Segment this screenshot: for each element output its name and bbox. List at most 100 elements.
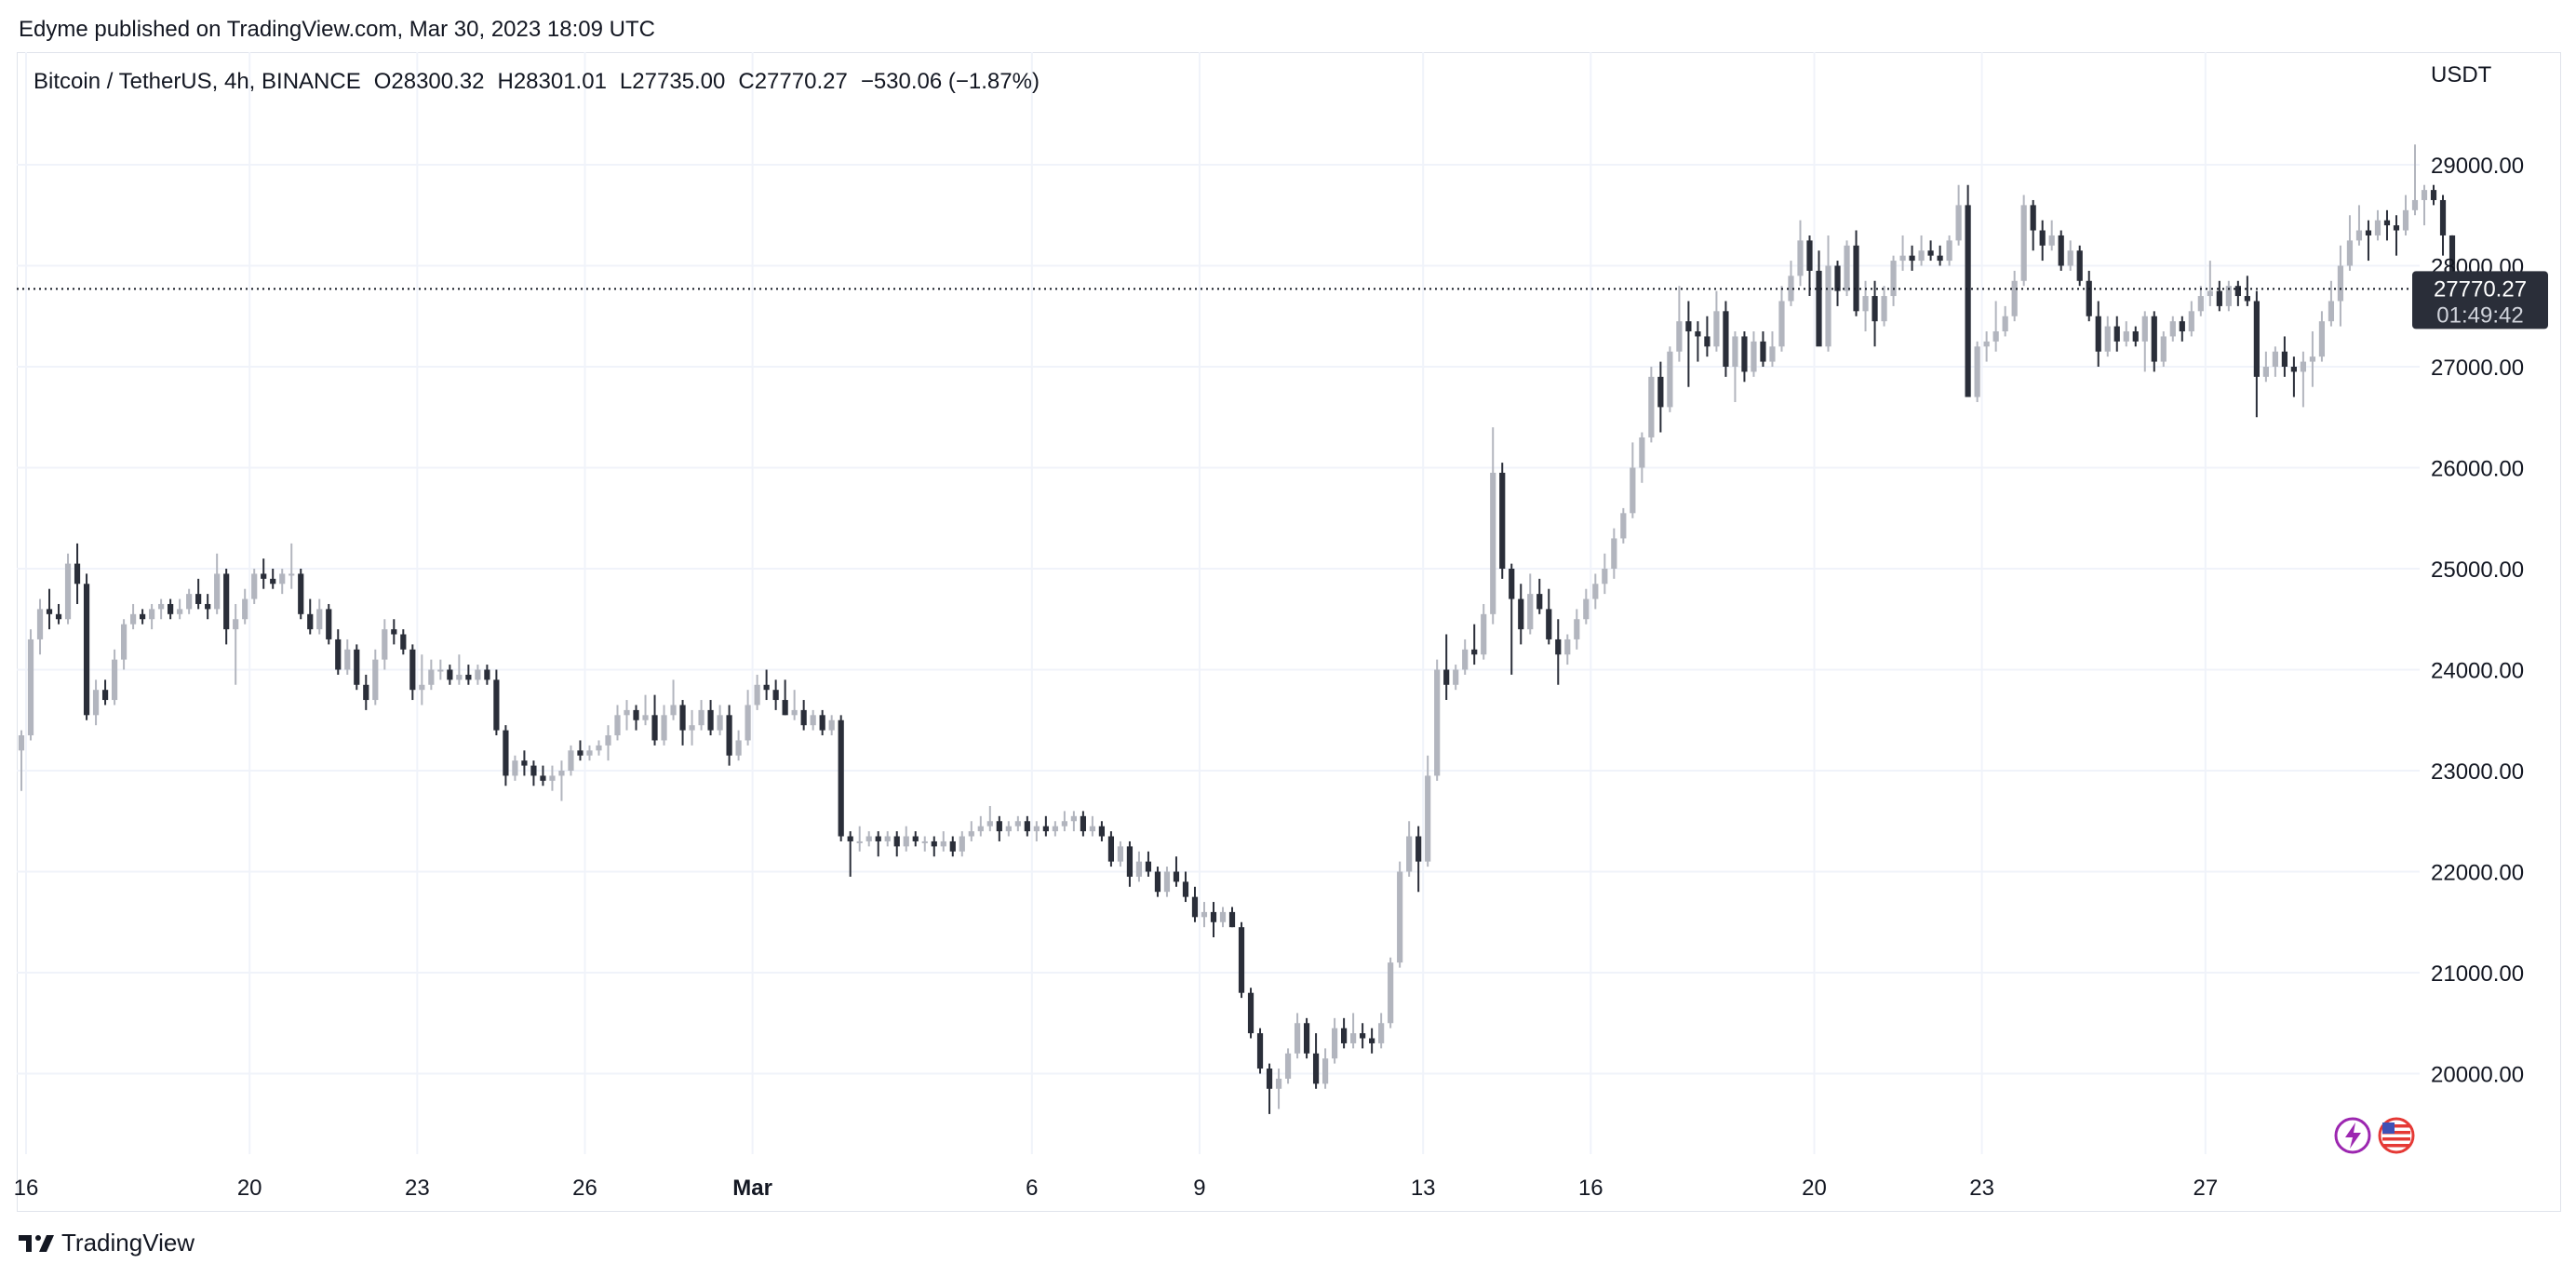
- candle-body: [1992, 331, 1999, 342]
- candle: [1443, 634, 1450, 701]
- candle-body: [400, 634, 407, 650]
- ohlc-legend: Bitcoin / TetherUS, 4h, BINANCE O28300.32…: [34, 69, 1053, 95]
- candle-body: [1974, 346, 1980, 397]
- candle-body: [1657, 376, 1664, 408]
- x-tick-label: 26: [572, 1176, 597, 1201]
- candle-body: [800, 709, 807, 726]
- candle: [651, 694, 658, 746]
- candle: [279, 569, 286, 595]
- candle-body: [1806, 240, 1813, 271]
- candle-body: [129, 613, 137, 625]
- candle-body: [1620, 513, 1627, 539]
- candle: [18, 730, 25, 791]
- grid-lines: [17, 52, 2420, 1154]
- candle-body: [1388, 962, 1394, 1024]
- candle-body: [2002, 316, 2008, 332]
- candle: [1499, 463, 1506, 579]
- candle-body: [120, 624, 127, 660]
- candle: [316, 598, 323, 635]
- candle-body: [74, 563, 81, 585]
- candle: [1303, 1017, 1310, 1059]
- candle: [1228, 907, 1236, 928]
- candle: [782, 679, 788, 716]
- candle-body: [2132, 331, 2139, 342]
- candle: [270, 569, 276, 589]
- candle-body: [875, 836, 881, 841]
- candle-body: [568, 750, 574, 771]
- candle-body: [2430, 190, 2437, 200]
- candle-body: [1033, 826, 1040, 832]
- candle-body: [2272, 351, 2278, 367]
- candle-body: [1611, 538, 1617, 569]
- candle-body: [893, 836, 900, 847]
- candle-body: [261, 573, 267, 579]
- candle-body: [642, 715, 649, 720]
- candle: [1126, 840, 1134, 887]
- candle: [2234, 280, 2241, 306]
- candle: [1453, 665, 1459, 691]
- candle-body: [2113, 326, 2120, 342]
- candle: [261, 558, 267, 589]
- candle-body: [1322, 1058, 1329, 1084]
- candle: [1844, 240, 1850, 297]
- candle: [1704, 316, 1711, 357]
- candle-body: [484, 669, 490, 680]
- candle: [838, 715, 844, 841]
- candle-body: [884, 836, 891, 841]
- candle-body: [1312, 1053, 1320, 1084]
- candle: [1098, 821, 1106, 841]
- candle-body: [1228, 911, 1236, 928]
- candle: [2328, 280, 2335, 327]
- candle-body: [2253, 301, 2260, 377]
- candle: [1182, 871, 1189, 903]
- candle: [298, 569, 304, 620]
- candle-body: [92, 690, 100, 716]
- candle: [1611, 528, 1617, 579]
- candle: [2355, 205, 2363, 246]
- candle: [1797, 220, 1804, 287]
- candle-body: [959, 836, 965, 852]
- candle: [828, 715, 835, 736]
- candle: [912, 831, 919, 847]
- tradingview-brand[interactable]: TradingView: [19, 1229, 195, 1257]
- candle: [1284, 1048, 1292, 1084]
- candle-body: [1061, 821, 1067, 827]
- candle-body: [698, 709, 704, 726]
- candle-body: [1425, 775, 1431, 862]
- y-tick-label: 20000.00: [2431, 1063, 2524, 1088]
- candle: [1992, 301, 1999, 352]
- candle-body: [1685, 321, 1692, 332]
- candle: [2290, 356, 2297, 397]
- candle: [698, 700, 704, 731]
- candle-body: [940, 840, 946, 847]
- candle-body: [717, 715, 723, 731]
- candle-body: [64, 563, 72, 620]
- candle: [549, 765, 556, 791]
- candle-body: [2058, 235, 2064, 266]
- time-axis: 16 20 23 26 Mar 6 9 13 16 20 23 27: [14, 1176, 2219, 1201]
- candle-body: [1602, 569, 1608, 585]
- candle-body: [1946, 240, 1952, 262]
- chart-frame: [17, 52, 2561, 1212]
- y-tick-label: 29000.00: [2431, 154, 2524, 179]
- candle: [2086, 270, 2092, 322]
- candle-body: [614, 715, 621, 736]
- candle-body: [1145, 861, 1152, 872]
- candle: [419, 654, 425, 706]
- candle: [772, 679, 779, 710]
- legend-low: L27735.00: [619, 69, 726, 94]
- candle: [1918, 235, 1925, 266]
- candle: [140, 609, 146, 625]
- candle: [2197, 286, 2204, 316]
- candle-body: [2151, 316, 2157, 362]
- candle: [1033, 821, 1040, 841]
- candle: [391, 619, 397, 645]
- candle: [354, 644, 360, 691]
- candle-body: [838, 719, 844, 837]
- candle: [800, 700, 807, 731]
- candle-body: [1453, 669, 1459, 685]
- candle-body: [2318, 321, 2326, 357]
- candle: [1899, 235, 1906, 271]
- candle: [409, 644, 416, 701]
